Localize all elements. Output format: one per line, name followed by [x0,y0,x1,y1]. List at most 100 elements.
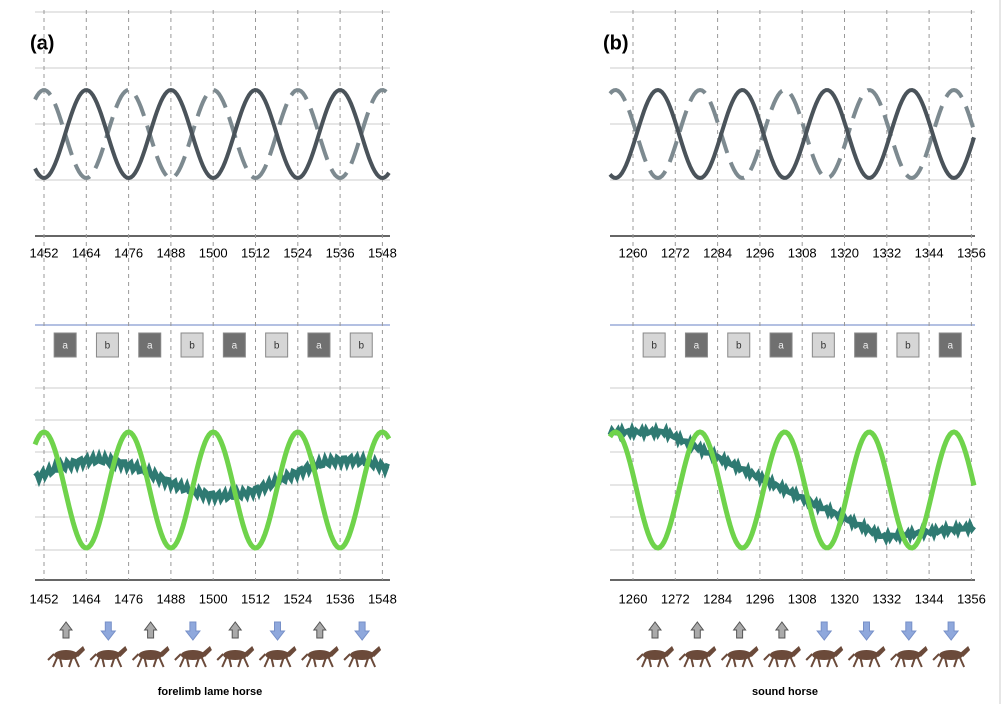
phase-box [938,332,962,358]
horse-head [75,646,85,657]
horse-legs [258,653,292,668]
horse-head [328,646,339,657]
arrow-down [354,621,371,641]
arrow-up [59,621,73,639]
horse-icon [720,646,759,668]
horse-body [307,650,332,660]
caption: sound horse [752,686,818,698]
horse-icon [678,646,717,668]
horse-body [643,650,667,660]
horse-head [875,646,886,657]
bottom-tick-label: 1356 [957,591,986,606]
horse-head [201,646,212,657]
phase-box-label: a [778,341,784,352]
horse-legs [216,653,250,668]
top-tick-label: 1296 [745,245,774,260]
horse-head [159,646,170,657]
bottom-tick-label: 1536 [326,591,355,606]
horse-icon [47,646,85,668]
phase-box [53,332,77,358]
phase-box [222,332,246,358]
panel-label: (a) [30,32,54,54]
horse-icon [763,646,801,668]
horse-body [812,650,837,660]
phase-box [854,332,878,358]
bottom-tick-label: 1464 [72,591,101,606]
phase-box-label: a [62,341,68,352]
trace-green [32,429,392,551]
top-tick-label: 1344 [915,245,944,260]
arrow-up [690,621,705,639]
phase-box-label: a [147,341,153,352]
horse-icon [890,646,928,668]
top-tick-label: 1524 [283,245,312,260]
phase-box [138,332,162,358]
horse-legs [805,653,839,668]
bottom-tick-label: 1452 [30,591,59,606]
phase-box [265,332,289,358]
horse-head [917,646,928,657]
bottom-tick-label: 1272 [661,591,690,606]
horse-body [939,650,964,660]
horse-icon [131,646,170,668]
phase-box [349,332,373,358]
phase-box-label: a [863,341,869,352]
bottom-tick-label: 1284 [703,591,732,606]
phase-box-label: b [358,341,364,352]
horse-legs [47,653,80,668]
phase-box-label: a [694,341,700,352]
arrow-up [732,621,747,639]
horse-icon [847,646,886,668]
horse-legs [131,653,165,668]
phase-box-label: b [736,341,742,352]
top-tick-label: 1500 [199,245,228,260]
trace-teal [33,448,390,507]
phase-box [180,332,204,358]
horse-legs [932,653,966,668]
horse-icon [636,646,674,668]
horse-legs [763,653,796,668]
arrow-down [816,621,833,641]
bottom-tick-label: 1548 [368,591,397,606]
arrow-down [943,621,960,641]
trace-green [607,429,977,551]
horse-body [96,650,121,660]
top-tick-label: 1452 [30,245,59,260]
horse-body [350,650,375,660]
arrow-down [858,621,875,641]
phase-box [684,332,708,358]
horse-body [769,650,794,660]
phase-box [95,332,119,358]
horse-legs [847,653,881,668]
arrow-down [100,621,117,641]
bottom-tick-label: 1296 [745,591,774,606]
panel-label: (b) [603,32,629,54]
bottom-tick-label: 1344 [915,591,944,606]
horse-legs [301,653,334,668]
horse-body [138,650,163,660]
horse-legs [89,653,123,668]
arrow-up [774,621,789,639]
top-tick-label: 1320 [830,245,859,260]
horse-body [54,650,78,660]
horse-body [896,650,921,660]
arrow-up [312,621,327,639]
horse-icon [258,646,297,668]
arrow-up [648,621,662,639]
horse-legs [343,653,377,668]
phase-box [769,332,793,358]
panel: (a) 1452 1464 1476 1488 1500 1512 1524 1536 1548 1… [30,10,397,698]
bottom-tick-label: 1320 [830,591,859,606]
horse-icon [216,646,255,668]
top-tick-label: 1476 [114,245,143,260]
horse-icon [932,646,971,668]
top-tick-label: 1260 [619,245,648,260]
bottom-tick-label: 1488 [156,591,185,606]
top-tick-label: 1536 [326,245,355,260]
bottom-tick-label: 1332 [872,591,901,606]
phase-box-label: b [905,341,911,352]
trace-light [33,87,391,181]
bottom-tick-label: 1476 [114,591,143,606]
phase-box [307,332,331,358]
horse-head [244,646,255,657]
